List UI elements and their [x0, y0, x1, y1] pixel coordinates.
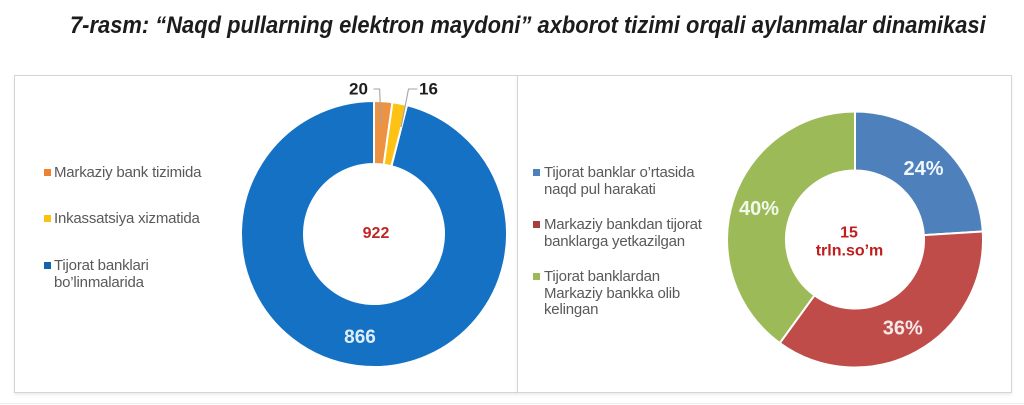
- svg-text:24%: 24%: [903, 158, 943, 180]
- svg-text:15: 15: [840, 225, 858, 242]
- svg-text:36%: 36%: [883, 318, 923, 340]
- svg-text:20: 20: [349, 80, 368, 99]
- svg-text:trln.so’m: trln.so’m: [816, 243, 884, 260]
- svg-text:40%: 40%: [739, 198, 779, 220]
- svg-text:922: 922: [363, 225, 390, 242]
- svg-text:16: 16: [419, 80, 438, 99]
- svg-text:866: 866: [344, 327, 376, 348]
